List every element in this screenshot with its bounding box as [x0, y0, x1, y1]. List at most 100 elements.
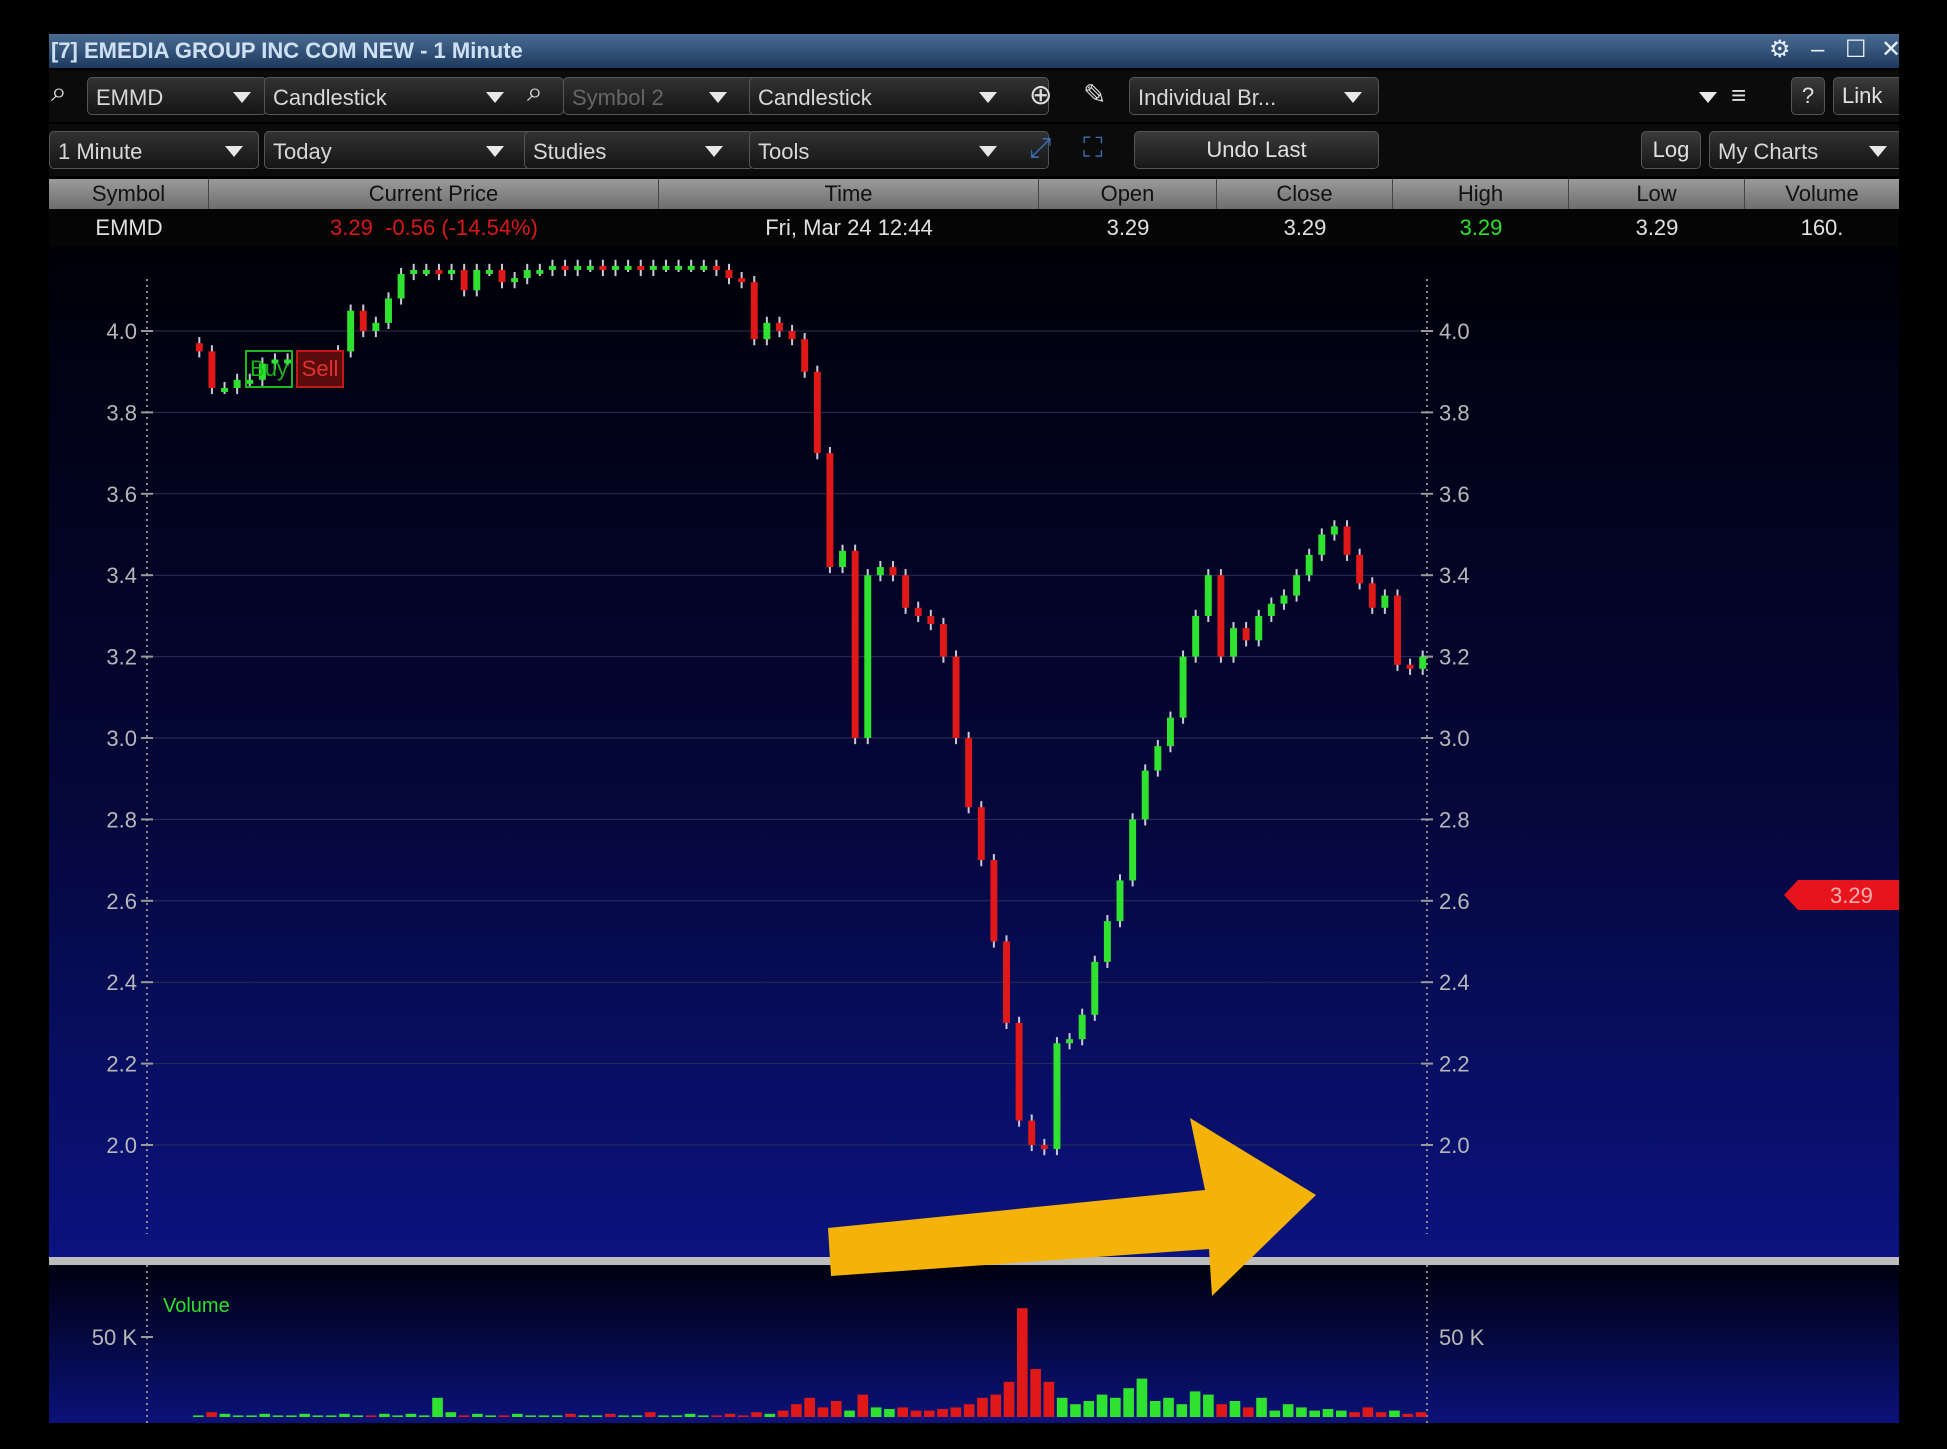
chevron-down-icon[interactable] — [1699, 92, 1717, 103]
header-close[interactable]: Close — [1217, 179, 1393, 209]
fit-icon[interactable]: ⛶ — [1083, 132, 1103, 163]
candle-body — [208, 351, 216, 388]
candle-body — [536, 269, 544, 274]
candle-body — [826, 453, 834, 568]
candle-body — [1343, 526, 1351, 555]
symbol2-placeholder: Symbol 2 — [572, 85, 664, 110]
volume-bar — [1389, 1410, 1400, 1417]
volume-bar — [405, 1413, 417, 1417]
settings-icon[interactable]: ⚙ — [1769, 36, 1791, 63]
volume-bar — [1110, 1397, 1121, 1417]
header-symbol[interactable]: Symbol — [49, 179, 209, 209]
header-current-price[interactable]: Current Price — [209, 179, 659, 209]
chart-type-select-2[interactable]: Candlestick — [749, 77, 1049, 115]
link-button[interactable]: Link — [1833, 77, 1899, 115]
interval-select[interactable]: 1 Minute — [49, 131, 259, 169]
close-icon[interactable]: ✕ — [1881, 36, 1899, 63]
volume-bar — [551, 1415, 563, 1417]
volume-bar — [764, 1413, 776, 1417]
volume-bar — [711, 1415, 722, 1417]
volume-bar — [286, 1415, 297, 1417]
volume-bar — [923, 1410, 935, 1417]
volume-bar — [631, 1415, 643, 1417]
candle-body — [1394, 595, 1401, 665]
header-time[interactable]: Time — [659, 179, 1039, 209]
chart-type-1-value: Candlestick — [273, 85, 387, 110]
header-low[interactable]: Low — [1569, 179, 1745, 209]
bar-mode-select[interactable]: Individual Br... — [1129, 77, 1379, 115]
candle-body — [965, 738, 973, 808]
candle-body — [1040, 1145, 1048, 1150]
volume-bar — [272, 1415, 284, 1417]
symbol-search-icon[interactable]: ⌕ — [51, 76, 67, 107]
header-open[interactable]: Open — [1039, 179, 1217, 209]
undo-last-button[interactable]: Undo Last — [1134, 131, 1379, 169]
candle-body — [574, 265, 582, 270]
sell-button[interactable]: Sell — [296, 350, 344, 388]
chevron-down-icon[interactable] — [705, 146, 723, 157]
header-volume[interactable]: Volume — [1785, 181, 1859, 206]
volume-pane[interactable]: 50 K 50 K Volume — [49, 1265, 1899, 1423]
chevron-down-icon[interactable] — [225, 146, 243, 157]
drawing-tools-icon[interactable]: ✎ — [1083, 79, 1107, 110]
volume-bar — [445, 1412, 457, 1417]
symbol2-search-icon[interactable]: ⌕ — [527, 76, 543, 107]
chevron-down-icon[interactable] — [979, 146, 997, 157]
chart-type-select-1[interactable]: Candlestick — [264, 77, 564, 115]
zoom-icon[interactable]: ⊕ — [1029, 79, 1053, 110]
candle-body — [1267, 603, 1275, 616]
candle-body — [1003, 941, 1010, 1023]
volume-bar — [472, 1413, 483, 1417]
candle-body — [1406, 664, 1414, 669]
chevron-down-icon[interactable] — [1344, 92, 1362, 103]
volume-bar — [565, 1413, 576, 1417]
candle-body — [1255, 615, 1263, 641]
chevron-down-icon[interactable] — [486, 146, 504, 157]
my-charts-select[interactable]: My Charts — [1709, 131, 1899, 169]
candle-body — [284, 359, 292, 364]
volume-study-label: Volume — [163, 1295, 230, 1317]
candle-body — [687, 265, 695, 270]
price-chart[interactable]: 4.0 4.0 3.8 3.8 3.6 3.6 3.4 3.4 3.2 3.2 3.0 3.0 2.8 2… — [49, 249, 1899, 1261]
price-tag-shape — [1784, 880, 1899, 910]
bar-mode-value: Individual Br... — [1138, 85, 1277, 110]
candle-body — [1242, 628, 1250, 641]
candle-body — [1356, 554, 1364, 584]
volume-bar — [1017, 1308, 1028, 1417]
chevron-down-icon[interactable] — [1869, 146, 1887, 157]
candle-body — [1116, 880, 1124, 922]
candle-body — [473, 269, 481, 291]
volume-bar — [684, 1413, 696, 1417]
quote-row[interactable]: EMMD 3.29 -0.56 (-14.54%) Fri, Mar 24 12… — [49, 209, 1899, 247]
y-tick-label-left: 3.8 — [106, 400, 137, 425]
volume-bar — [379, 1413, 390, 1417]
chevron-down-icon[interactable] — [709, 92, 727, 103]
candle-body — [927, 615, 935, 625]
candle-body — [738, 278, 746, 283]
volume-chart-svg: 50 K 50 K — [92, 1265, 1485, 1423]
help-button[interactable]: ? — [1791, 77, 1825, 115]
chevron-down-icon[interactable] — [233, 92, 251, 103]
toolbar-row-2: 1 Minute Today Studies Tools ⤢ ⛶ Undo La… — [49, 124, 1899, 176]
range-select[interactable]: Today — [264, 131, 564, 169]
menu-icon[interactable]: ≡ — [1731, 80, 1747, 110]
log-scale-button[interactable]: Log — [1641, 131, 1701, 169]
studies-select[interactable]: Studies — [524, 131, 754, 169]
expand-icon[interactable]: ⤢ — [1029, 132, 1052, 163]
maximize-icon[interactable]: ☐ — [1845, 36, 1867, 63]
candle-body — [246, 379, 254, 384]
tools-select[interactable]: Tools — [749, 131, 1049, 169]
chevron-down-icon[interactable] — [979, 92, 997, 103]
buy-button[interactable]: Buy — [245, 350, 293, 388]
candle-body — [1217, 575, 1225, 657]
volume-bar — [1216, 1404, 1227, 1417]
candle-body — [725, 269, 733, 279]
candle-body — [914, 607, 922, 616]
minimize-icon[interactable]: – — [1811, 36, 1825, 63]
volume-bar — [884, 1409, 895, 1417]
candle-body — [1419, 656, 1427, 669]
header-high[interactable]: High — [1393, 179, 1569, 209]
chevron-down-icon[interactable] — [486, 92, 504, 103]
volume-bar — [365, 1415, 377, 1417]
title-bar[interactable]: [7] EMEDIA GROUP INC COM NEW - 1 Minute … — [49, 34, 1899, 68]
